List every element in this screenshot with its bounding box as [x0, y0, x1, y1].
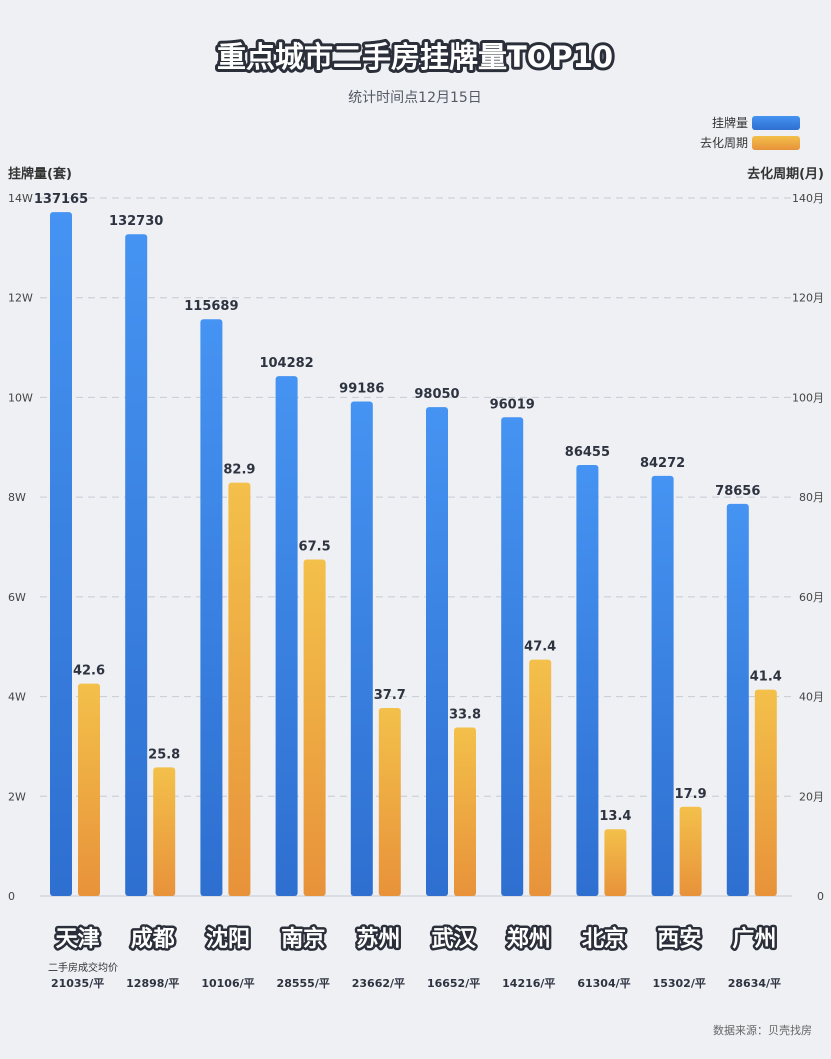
- y-left-tick-3: 6W: [8, 591, 26, 604]
- bar-label-period-8: 17.9: [675, 787, 707, 802]
- y-left-tick-1: 2W: [8, 790, 26, 803]
- price-label-4: 23662/平: [352, 977, 405, 990]
- bar-listing-9: [726, 503, 749, 896]
- bar-listing-8: [651, 475, 674, 896]
- bar-label-listing-5: 98050: [414, 387, 459, 402]
- price-label-6: 14216/平: [502, 977, 555, 990]
- y-right-tick-7: 140月: [792, 192, 824, 205]
- city-label-3: 南京: [281, 926, 325, 952]
- price-label-0: 21035/平: [51, 977, 104, 990]
- y-right-tick-6: 120月: [792, 292, 824, 305]
- bar-period-0: [78, 683, 100, 896]
- y-left-tick-2: 4W: [8, 691, 26, 704]
- bar-listing-2: [200, 319, 223, 896]
- y-right-tick-3: 60月: [799, 591, 824, 604]
- city-label-1: 成都: [131, 927, 175, 952]
- chart-title: 重点城市二手房挂牌量TOP10: [217, 40, 613, 74]
- y-right-tick-0: 0: [817, 890, 824, 903]
- bar-period-3: [303, 559, 326, 896]
- y-right-tick-5: 100月: [792, 391, 824, 404]
- bar-listing-0: [50, 212, 72, 896]
- bar-label-listing-9: 78656: [715, 484, 760, 499]
- source-note: 数据来源：贝壳找房: [713, 1023, 812, 1037]
- legend-swatch-1: [752, 136, 800, 150]
- bar-label-period-6: 47.4: [524, 640, 556, 655]
- bar-label-period-7: 13.4: [599, 809, 631, 824]
- bar-period-5: [454, 727, 476, 896]
- bar-period-6: [529, 659, 552, 896]
- price-label-8: 15302/平: [653, 977, 706, 990]
- city-label-9: 广州: [732, 926, 776, 952]
- price-label-1: 12898/平: [126, 977, 179, 990]
- y-left-tick-7: 14W: [8, 192, 33, 205]
- bar-label-period-0: 42.6: [73, 664, 105, 679]
- bar-period-1: [153, 767, 176, 896]
- bar-period-2: [228, 482, 251, 896]
- city-label-4: 苏州: [356, 926, 400, 952]
- bar-label-period-1: 25.8: [148, 747, 180, 762]
- y-left-tick-4: 8W: [8, 491, 26, 504]
- city-label-6: 郑州: [507, 927, 551, 952]
- bar-listing-1: [125, 234, 148, 896]
- y-right-tick-1: 20月: [799, 790, 824, 803]
- price-label-5: 16652/平: [427, 977, 480, 990]
- bar-label-listing-8: 84272: [640, 456, 685, 471]
- bar-label-listing-3: 104282: [259, 356, 313, 371]
- legend-label-0: 挂牌量: [712, 116, 748, 130]
- chart-subtitle: 统计时间点12月15日: [348, 90, 482, 106]
- bar-label-period-9: 41.4: [750, 670, 782, 685]
- bar-label-period-3: 67.5: [299, 539, 331, 554]
- price-label-3: 28555/平: [277, 977, 330, 990]
- legend-swatch-0: [752, 116, 800, 130]
- y-left-tick-5: 10W: [8, 391, 33, 404]
- city-label-5: 武汉: [432, 927, 477, 952]
- y-right-axis-title: 去化周期(月): [747, 166, 824, 182]
- bar-period-4: [378, 708, 401, 896]
- bar-period-9: [754, 689, 777, 896]
- bar-label-listing-4: 99186: [339, 381, 384, 396]
- bar-listing-7: [576, 464, 599, 896]
- city-label-7: 北京: [582, 926, 626, 952]
- y-left-axis-title: 挂牌量(套): [8, 166, 72, 182]
- bar-label-listing-6: 96019: [490, 397, 535, 412]
- legend-label-1: 去化周期: [700, 136, 748, 150]
- bar-label-listing-2: 115689: [184, 299, 238, 314]
- bar-listing-6: [501, 417, 524, 896]
- bar-label-period-5: 33.8: [449, 707, 481, 722]
- price-label-7: 61304/平: [577, 977, 630, 990]
- y-right-tick-2: 40月: [799, 691, 824, 704]
- bar-listing-5: [426, 407, 448, 896]
- bar-period-8: [679, 806, 702, 896]
- bar-label-period-2: 82.9: [223, 463, 255, 478]
- city-label-0: 天津: [56, 926, 100, 952]
- bar-period-7: [604, 829, 627, 896]
- bar-listing-3: [275, 376, 298, 897]
- y-left-tick-6: 12W: [8, 292, 33, 305]
- y-left-tick-0: 0: [8, 890, 15, 903]
- price-label-9: 28634/平: [728, 977, 781, 990]
- y-right-tick-4: 80月: [799, 491, 824, 504]
- bar-label-listing-0: 137165: [34, 192, 88, 207]
- city-label-2: 沈阳: [206, 927, 250, 952]
- price-label-2: 10106/平: [201, 977, 254, 990]
- bar-label-period-4: 37.7: [374, 688, 406, 703]
- bar-label-listing-7: 86455: [565, 445, 610, 460]
- city-label-8: 西安: [657, 926, 701, 952]
- bar-listing-4: [350, 401, 373, 896]
- bar-label-listing-1: 132730: [109, 214, 163, 229]
- price-caption: 二手房成交均价: [48, 961, 118, 974]
